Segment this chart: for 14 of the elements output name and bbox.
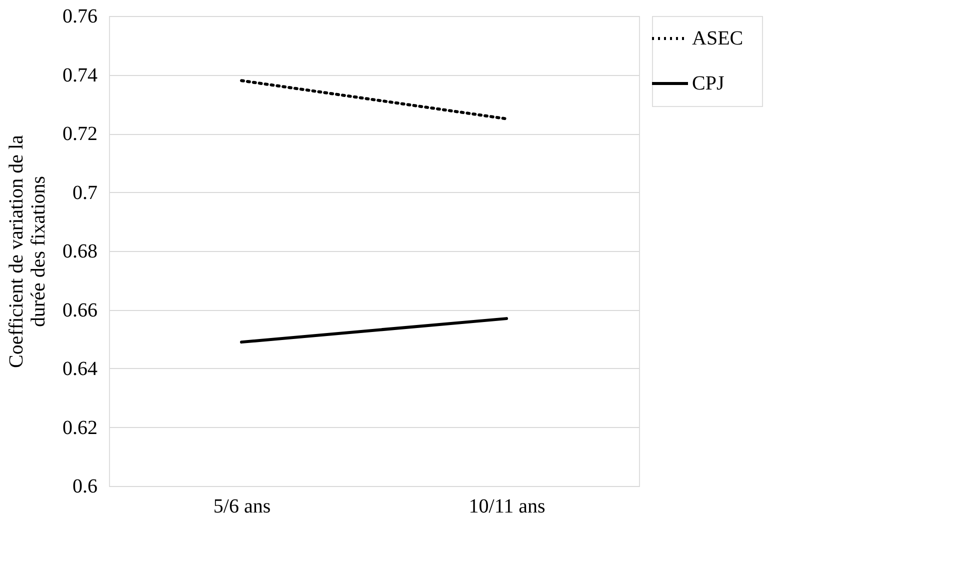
y-tick-label: 0.6 bbox=[72, 476, 98, 498]
x-tick-label: 5/6 ans bbox=[213, 496, 271, 518]
legend-label: ASEC bbox=[692, 28, 744, 50]
x-tick-label: 10/11 ans bbox=[468, 496, 546, 518]
legend-label: CPJ bbox=[692, 72, 724, 94]
y-tick-label: 0.7 bbox=[72, 182, 98, 204]
y-tick-label: 0.64 bbox=[62, 358, 98, 380]
y-axis-title: Coefficient de variation de la durée des fixations bbox=[6, 134, 50, 368]
y-tick-label: 0.62 bbox=[62, 416, 98, 439]
y-tick-label: 0.76 bbox=[62, 6, 98, 28]
y-tick-label: 0.72 bbox=[62, 123, 98, 145]
y-tick-label: 0.74 bbox=[62, 64, 98, 86]
y-tick-label: 0.66 bbox=[62, 299, 98, 322]
y-tick-label: 0.68 bbox=[62, 240, 98, 262]
